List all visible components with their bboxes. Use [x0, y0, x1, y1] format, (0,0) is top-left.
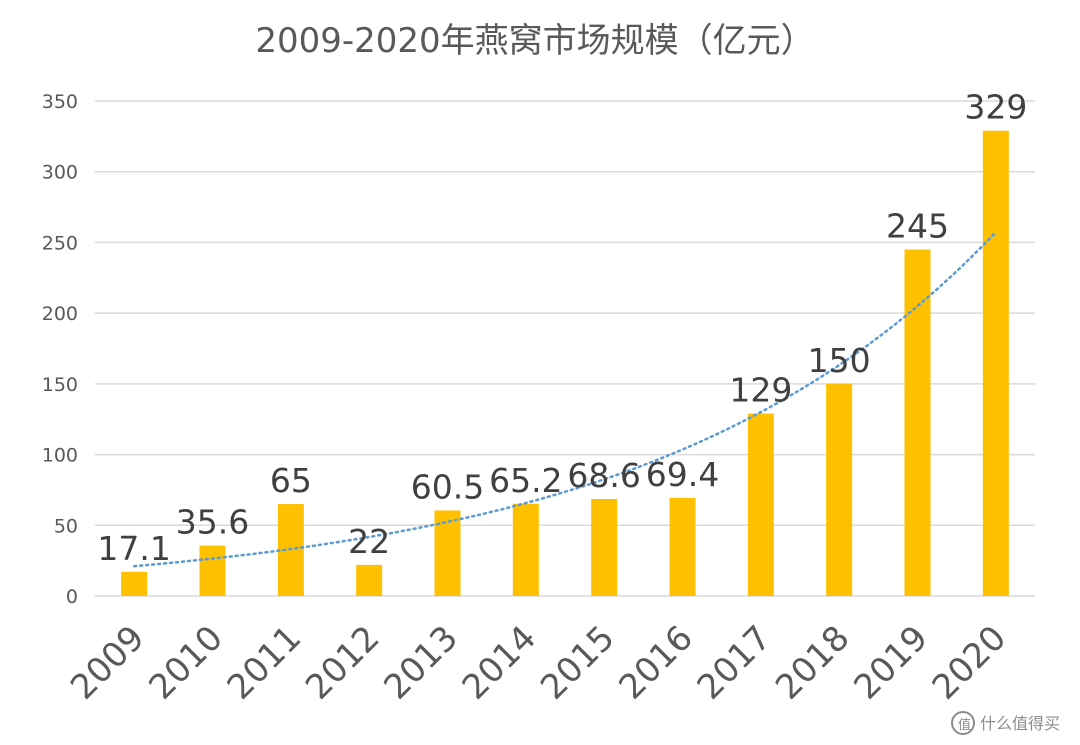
bar [356, 564, 383, 596]
y-tick-label: 250 [42, 232, 78, 254]
grid [95, 100, 1035, 597]
x-tick-label: 2009 [63, 618, 152, 707]
x-tick-label: 2020 [925, 618, 1014, 707]
y-tick-label: 100 [42, 445, 78, 467]
y-tick-label: 150 [42, 374, 78, 396]
x-tick-label: 2017 [690, 618, 779, 707]
y-axis: 0 50 100 150 200 250 300 350 [42, 91, 78, 608]
data-labels: 17.135.6 65 22 60.5 65.2 68.6 69.4 129 150 245 329 [97, 88, 1027, 568]
data-label: 17.1 [97, 529, 170, 568]
x-tick-label: 2013 [376, 618, 465, 707]
bar [199, 545, 226, 596]
smzdm-logo-glyph: 值 [958, 717, 971, 733]
x-tick-label: 2012 [298, 618, 387, 707]
trendline-path [132, 230, 998, 568]
bar [747, 413, 774, 596]
data-label: 65.2 [489, 461, 562, 500]
bar [982, 130, 1009, 596]
x-axis: 2009201020112012201320142015201620172018… [63, 618, 1014, 707]
y-tick-label: 50 [54, 515, 78, 537]
data-label: 68.6 [567, 456, 640, 495]
data-label: 150 [808, 341, 871, 380]
y-tick-label: 0 [66, 586, 78, 608]
bar [669, 497, 696, 596]
bars [121, 130, 1009, 596]
y-tick-label: 200 [42, 303, 78, 325]
y-tick-label: 300 [42, 162, 78, 184]
x-tick-label: 2019 [846, 618, 935, 707]
x-tick-label: 2014 [455, 618, 544, 707]
x-tick-label: 2011 [220, 618, 309, 707]
y-tick-label: 350 [42, 91, 78, 113]
x-tick-label: 2015 [533, 618, 622, 707]
x-tick-label: 2016 [611, 618, 700, 707]
data-label: 245 [886, 207, 949, 246]
data-label: 69.4 [646, 455, 719, 494]
x-tick-label: 2010 [141, 618, 230, 707]
data-label: 65 [270, 461, 312, 500]
x-tick-label: 2018 [768, 618, 857, 707]
data-label: 129 [729, 371, 792, 410]
data-label: 22 [348, 522, 390, 561]
data-label: 35.6 [176, 503, 249, 542]
data-label: 329 [964, 88, 1027, 127]
data-label: 60.5 [411, 467, 484, 506]
smzdm-logo-icon [951, 711, 975, 735]
bar [904, 249, 931, 596]
bar [512, 503, 539, 596]
chart-title: 2009-2020年燕窝市场规模（亿元） [255, 21, 814, 61]
bar [826, 383, 853, 596]
watermark: 值 什么值得买 [951, 711, 1060, 735]
watermark-text: 什么值得买 [980, 714, 1060, 733]
bar [121, 571, 148, 596]
bar [591, 498, 618, 596]
trendline [132, 230, 998, 568]
